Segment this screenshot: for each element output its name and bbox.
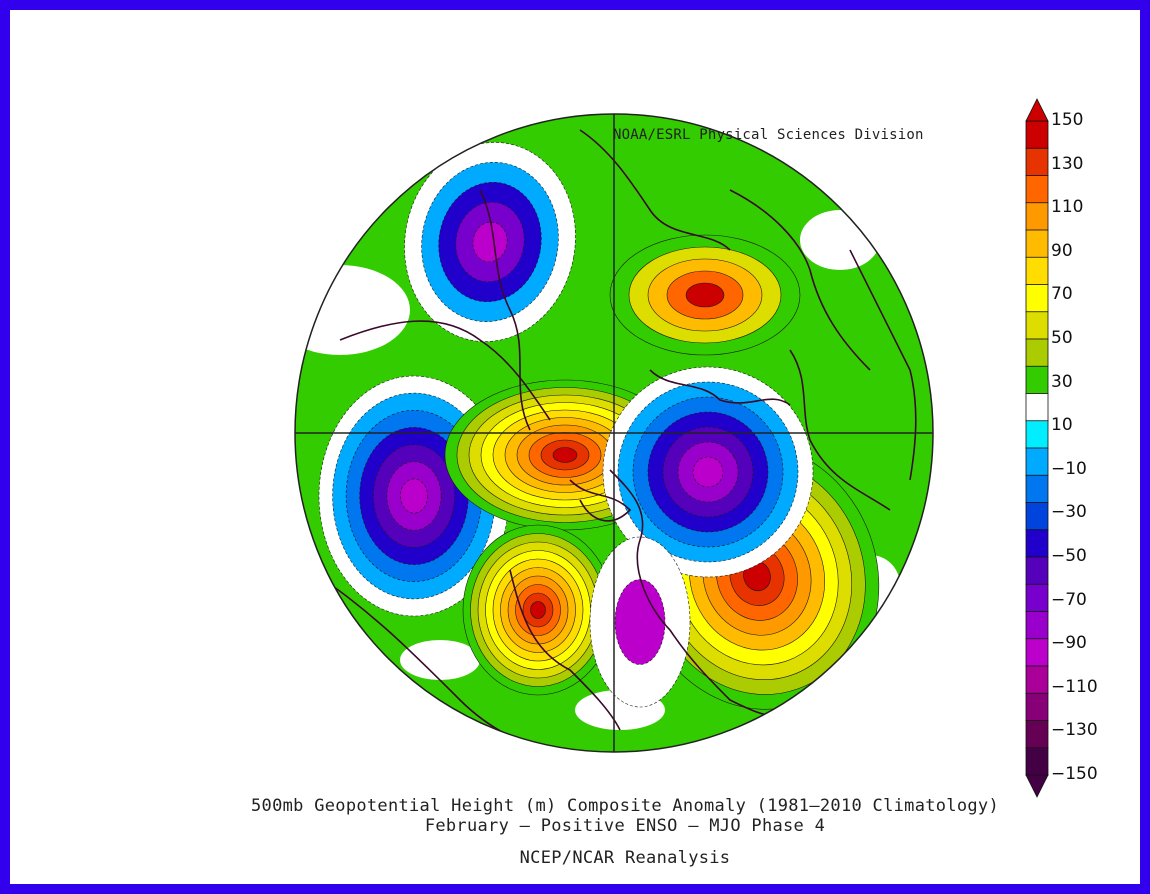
plot-frame: NOAA/ESRL Physical Sciences Division 500… bbox=[10, 10, 1140, 884]
coastline-segment bbox=[339, 320, 551, 421]
coastline-segment bbox=[609, 469, 671, 631]
colorbar-tick-label: −150 bbox=[1051, 764, 1098, 784]
colorbar-swatch bbox=[1025, 502, 1049, 531]
colorbar-tick-label: −30 bbox=[1051, 502, 1087, 523]
colorbar-swatch bbox=[1025, 447, 1049, 476]
east-asia-negative-center bbox=[404, 142, 576, 342]
coastline-segment bbox=[789, 349, 891, 511]
colorbar-tick-label: 90 bbox=[1051, 240, 1073, 261]
colorbar-arrow-top bbox=[1025, 98, 1049, 122]
colorbar-swatch bbox=[1025, 120, 1049, 149]
colorbar-tick-label: −90 bbox=[1051, 633, 1087, 654]
colorbar-swatch bbox=[1025, 229, 1049, 258]
colorbar-swatch bbox=[1025, 420, 1049, 449]
colorbar-swatch bbox=[1025, 720, 1049, 749]
colorbar-tick-label: 30 bbox=[1051, 371, 1073, 392]
colorbar-swatch bbox=[1025, 393, 1049, 422]
north-atlantic-positive-center bbox=[462, 524, 614, 696]
colorbar-tick-label: −50 bbox=[1051, 546, 1087, 566]
colorbar-tick-label: −110 bbox=[1051, 676, 1098, 697]
near-zero-region bbox=[295, 265, 410, 355]
colorbar-swatch bbox=[1025, 747, 1049, 776]
colorbar-swatch bbox=[1025, 338, 1049, 367]
colorbar-swatch bbox=[1025, 175, 1049, 204]
colorbar-swatch bbox=[1025, 665, 1049, 694]
colorbar-swatch bbox=[1025, 638, 1049, 667]
colorbar-swatch bbox=[1025, 529, 1049, 558]
colorbar-tick-label: 110 bbox=[1051, 197, 1084, 218]
colorbar-tick-label: 70 bbox=[1051, 284, 1073, 305]
southeast-us-negative-center bbox=[589, 536, 691, 708]
coastline-segment bbox=[729, 189, 871, 371]
colorbar bbox=[1025, 98, 1049, 798]
colorbar-swatch bbox=[1025, 474, 1049, 504]
coastline-segment bbox=[509, 569, 621, 731]
coastline-segment bbox=[479, 189, 531, 431]
coastline-segment bbox=[569, 479, 632, 522]
colorbar-swatch bbox=[1025, 284, 1049, 313]
near-zero-region bbox=[400, 640, 480, 680]
contour-band bbox=[614, 579, 666, 665]
caption-title: 500mb Geopotential Height (m) Composite … bbox=[251, 796, 999, 816]
colorbar-tick-label: −130 bbox=[1051, 720, 1098, 741]
colorbar-tick-label: 10 bbox=[1051, 415, 1073, 436]
colorbar-swatch bbox=[1025, 365, 1049, 395]
colorbar-swatch bbox=[1025, 583, 1049, 613]
colorbar-tick-label: −10 bbox=[1051, 458, 1087, 479]
colorbar-swatch bbox=[1025, 256, 1049, 286]
contour-band bbox=[685, 282, 725, 308]
colorbar-tick-label: −70 bbox=[1051, 589, 1087, 610]
colorbar-tick-label: 130 bbox=[1051, 153, 1084, 174]
colorbar-tick-label: 50 bbox=[1051, 328, 1073, 348]
colorbar-arrow-bottom bbox=[1025, 774, 1049, 798]
colorbar-swatch bbox=[1025, 202, 1049, 231]
polar-map bbox=[294, 98, 1049, 798]
contour-band bbox=[400, 478, 428, 514]
siberia-negative-center bbox=[602, 366, 814, 578]
credit-text: NOAA/ESRL Physical Sciences Division bbox=[613, 127, 924, 143]
colorbar-swatch bbox=[1025, 556, 1049, 585]
caspian-positive-center bbox=[609, 234, 801, 356]
colorbar-swatch bbox=[1025, 147, 1049, 177]
coastline-segment bbox=[579, 129, 731, 251]
contour-band bbox=[692, 456, 724, 488]
contour-band bbox=[552, 447, 578, 463]
anomaly-field bbox=[295, 114, 933, 752]
colorbar-swatch bbox=[1025, 611, 1049, 640]
contour-band bbox=[530, 601, 546, 619]
colorbar-tick-label: 150 bbox=[1051, 110, 1084, 130]
colorbar-swatch bbox=[1025, 692, 1049, 722]
caption-source: NCEP/NCAR Reanalysis bbox=[519, 848, 731, 868]
colorbar-swatch bbox=[1025, 311, 1049, 340]
contour-band bbox=[472, 221, 508, 263]
caption-subtitle: February – Positive ENSO – MJO Phase 4 bbox=[424, 816, 826, 836]
coastline-segment bbox=[849, 249, 917, 481]
coastline-segment bbox=[649, 369, 791, 406]
